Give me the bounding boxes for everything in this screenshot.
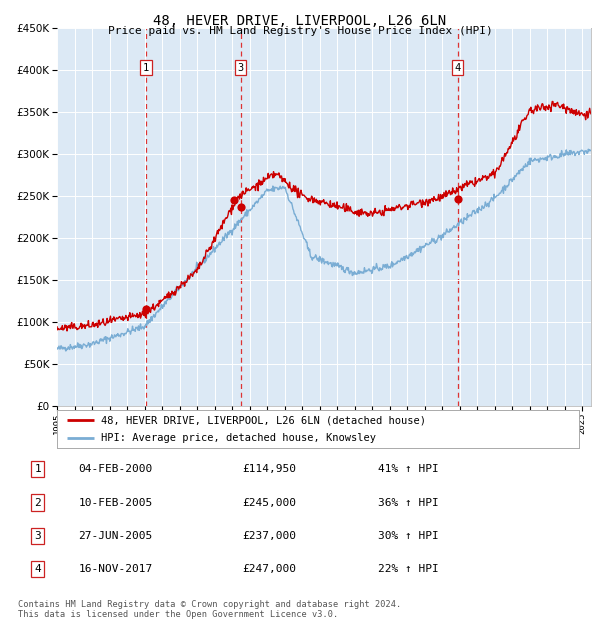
Point bbox=[229, 195, 239, 205]
Text: 2: 2 bbox=[35, 498, 41, 508]
Text: Contains HM Land Registry data © Crown copyright and database right 2024.
This d: Contains HM Land Registry data © Crown c… bbox=[18, 600, 401, 619]
Text: 4: 4 bbox=[35, 564, 41, 574]
Text: 10-FEB-2005: 10-FEB-2005 bbox=[78, 498, 152, 508]
Text: 1: 1 bbox=[143, 63, 149, 73]
Text: HPI: Average price, detached house, Knowsley: HPI: Average price, detached house, Know… bbox=[101, 433, 376, 443]
Text: £114,950: £114,950 bbox=[242, 464, 296, 474]
Text: 22% ↑ HPI: 22% ↑ HPI bbox=[378, 564, 439, 574]
Text: £247,000: £247,000 bbox=[242, 564, 296, 574]
Text: 16-NOV-2017: 16-NOV-2017 bbox=[78, 564, 152, 574]
Point bbox=[453, 193, 463, 203]
Point bbox=[142, 304, 151, 314]
Text: 4: 4 bbox=[454, 63, 461, 73]
Text: 30% ↑ HPI: 30% ↑ HPI bbox=[378, 531, 439, 541]
Text: 3: 3 bbox=[238, 63, 244, 73]
Text: 48, HEVER DRIVE, LIVERPOOL, L26 6LN (detached house): 48, HEVER DRIVE, LIVERPOOL, L26 6LN (det… bbox=[101, 415, 427, 425]
Text: 27-JUN-2005: 27-JUN-2005 bbox=[78, 531, 152, 541]
Text: £245,000: £245,000 bbox=[242, 498, 296, 508]
Text: 3: 3 bbox=[35, 531, 41, 541]
Text: 36% ↑ HPI: 36% ↑ HPI bbox=[378, 498, 439, 508]
Text: 04-FEB-2000: 04-FEB-2000 bbox=[78, 464, 152, 474]
Text: 1: 1 bbox=[35, 464, 41, 474]
Text: Price paid vs. HM Land Registry's House Price Index (HPI): Price paid vs. HM Land Registry's House … bbox=[107, 26, 493, 36]
Text: £237,000: £237,000 bbox=[242, 531, 296, 541]
Point bbox=[236, 202, 245, 212]
Text: 41% ↑ HPI: 41% ↑ HPI bbox=[378, 464, 439, 474]
Text: 48, HEVER DRIVE, LIVERPOOL, L26 6LN: 48, HEVER DRIVE, LIVERPOOL, L26 6LN bbox=[154, 14, 446, 28]
